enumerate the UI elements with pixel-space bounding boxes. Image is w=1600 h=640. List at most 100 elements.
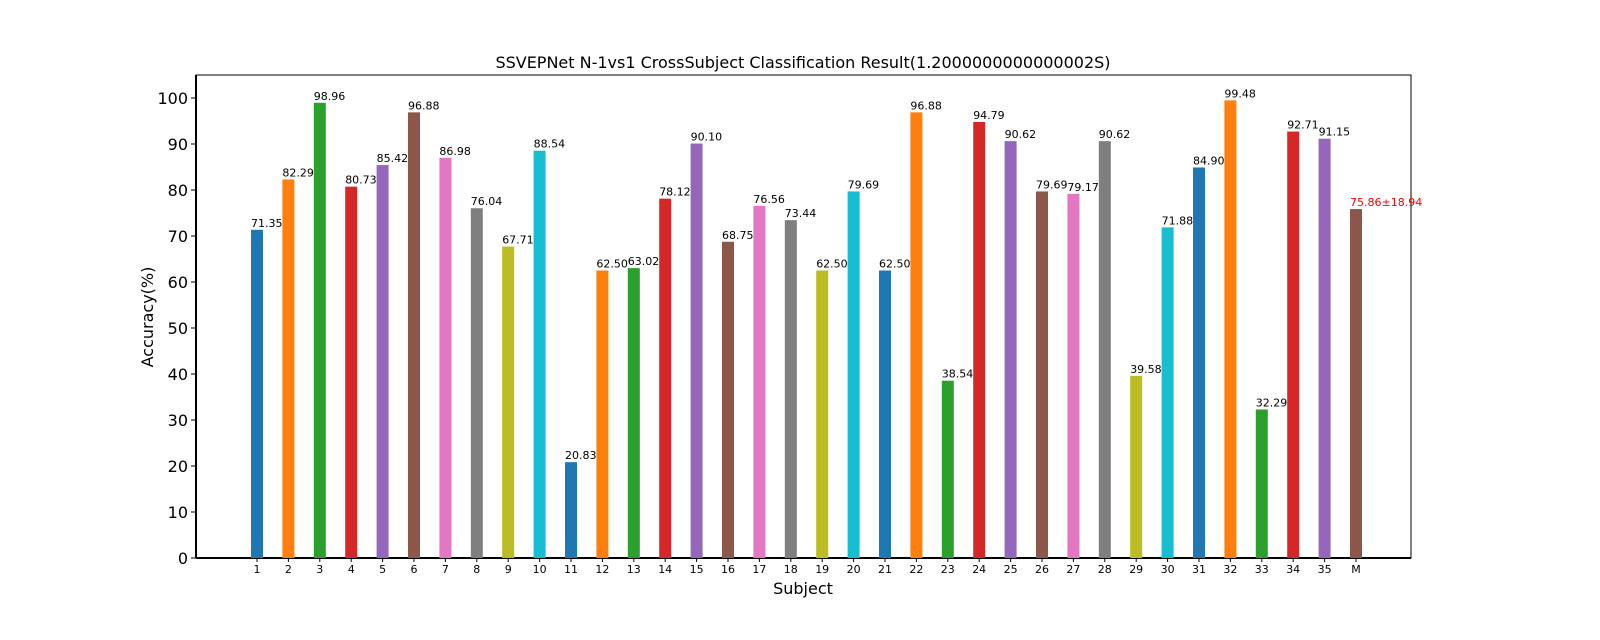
y-tick-label: 30 — [168, 411, 188, 430]
x-tick-label: 8 — [473, 563, 480, 576]
y-tick-label: 100 — [157, 89, 188, 108]
data-label: 98.96 — [314, 90, 346, 103]
bar-9 — [502, 246, 515, 558]
x-tick-label: 21 — [878, 563, 892, 576]
x-tick-label: 31 — [1192, 563, 1206, 576]
x-tick-label: 10 — [533, 563, 547, 576]
bar-27 — [1067, 193, 1080, 558]
data-label: 84.90 — [1193, 154, 1225, 167]
x-tick-label: 18 — [784, 563, 798, 576]
bar-32 — [1224, 100, 1237, 558]
data-label: 39.58 — [1130, 363, 1162, 376]
x-tick-label: 19 — [815, 563, 829, 576]
data-label: 90.62 — [1005, 128, 1037, 141]
x-tick-label: 14 — [658, 563, 672, 576]
y-tick-label: 10 — [168, 503, 188, 522]
y-axis-label: Accuracy(%) — [138, 267, 157, 368]
x-tick-label: 11 — [564, 563, 578, 576]
y-tick-label: 0 — [178, 549, 188, 568]
bar-15 — [690, 143, 703, 559]
data-label: 73.44 — [785, 207, 817, 220]
bar-11 — [565, 462, 577, 558]
bar-16 — [722, 241, 734, 558]
data-label: 90.10 — [691, 131, 723, 144]
data-label: 80.73 — [345, 174, 377, 187]
data-label: 63.02 — [628, 255, 660, 268]
bar-23 — [941, 380, 954, 558]
bar-29 — [1130, 375, 1143, 558]
bar-34 — [1287, 131, 1300, 558]
bar-5 — [376, 165, 389, 558]
data-label: 94.79 — [973, 109, 1005, 122]
data-label: 76.56 — [753, 193, 785, 206]
x-axis-label: Subject — [773, 579, 833, 598]
bar-18 — [784, 220, 797, 558]
bar-4 — [345, 186, 358, 558]
data-label: 79.69 — [1036, 178, 1068, 191]
bar-2 — [282, 179, 295, 558]
bar-13 — [627, 268, 640, 558]
data-label: 88.54 — [534, 138, 566, 151]
bar-6 — [408, 112, 420, 559]
data-label: 76.04 — [471, 195, 503, 208]
x-tick-label: 15 — [690, 563, 704, 576]
data-label: 62.50 — [816, 258, 848, 271]
data-label: 99.48 — [1224, 87, 1256, 100]
data-label: 67.71 — [502, 234, 534, 247]
chart-title: SSVEPNet N-1vs1 CrossSubject Classificat… — [495, 53, 1110, 72]
bar-33 — [1255, 409, 1268, 558]
y-ticks: 0 10 20 30 40 50 60 70 80 90 100 — [157, 89, 196, 568]
bar-19 — [816, 270, 829, 558]
x-tick-label: 33 — [1255, 563, 1269, 576]
data-label: 78.12 — [659, 186, 691, 199]
bar-28 — [1098, 141, 1111, 558]
data-label: 82.29 — [282, 166, 314, 179]
x-tick-label: 32 — [1223, 563, 1237, 576]
x-tick-label: 1 — [254, 563, 261, 576]
x-tick-label: 26 — [1035, 563, 1049, 576]
bar-21 — [879, 270, 891, 558]
x-tick-label: 3 — [316, 563, 323, 576]
x-tick-label: 13 — [627, 563, 641, 576]
x-tick-label: 12 — [595, 563, 609, 576]
data-label: 86.98 — [439, 145, 471, 158]
y-tick-label: 20 — [168, 457, 188, 476]
x-tick-label: 7 — [442, 563, 449, 576]
bar-25 — [1004, 141, 1017, 558]
x-tick-label: 22 — [909, 563, 923, 576]
bar-31 — [1193, 167, 1205, 558]
x-tick-label: 35 — [1318, 563, 1332, 576]
x-tick-label: 28 — [1098, 563, 1112, 576]
data-label: 32.29 — [1256, 396, 1288, 409]
data-label: 79.17 — [1067, 181, 1099, 194]
bar-1 — [251, 229, 263, 559]
data-label: 38.54 — [942, 368, 974, 381]
x-tick-label: 24 — [972, 563, 986, 576]
data-label: 79.69 — [848, 178, 880, 191]
x-tick-label: M — [1351, 563, 1361, 576]
x-tick-label: 16 — [721, 563, 735, 576]
x-tick-label: 20 — [847, 563, 861, 576]
x-tick-label: 9 — [505, 563, 512, 576]
x-tick-label: 4 — [348, 563, 355, 576]
bar-20 — [847, 191, 860, 558]
y-tick-label: 60 — [168, 273, 188, 292]
y-tick-label: 90 — [168, 135, 188, 154]
x-tick-label: 25 — [1004, 563, 1018, 576]
x-tick-label: 17 — [752, 563, 766, 576]
data-label: 62.50 — [596, 258, 628, 271]
x-tick-label: 27 — [1066, 563, 1080, 576]
y-tick-label: 80 — [168, 181, 188, 200]
data-label: 90.62 — [1099, 128, 1131, 141]
data-label: 68.75 — [722, 229, 754, 242]
data-label: 71.35 — [251, 217, 283, 230]
data-label: 85.42 — [377, 152, 409, 165]
y-tick-label: 50 — [168, 319, 188, 338]
bar-17 — [753, 205, 766, 558]
bar-3 — [313, 102, 326, 558]
bar-35 — [1318, 138, 1331, 558]
x-tick-label: 6 — [411, 563, 418, 576]
bar-24 — [973, 121, 986, 558]
